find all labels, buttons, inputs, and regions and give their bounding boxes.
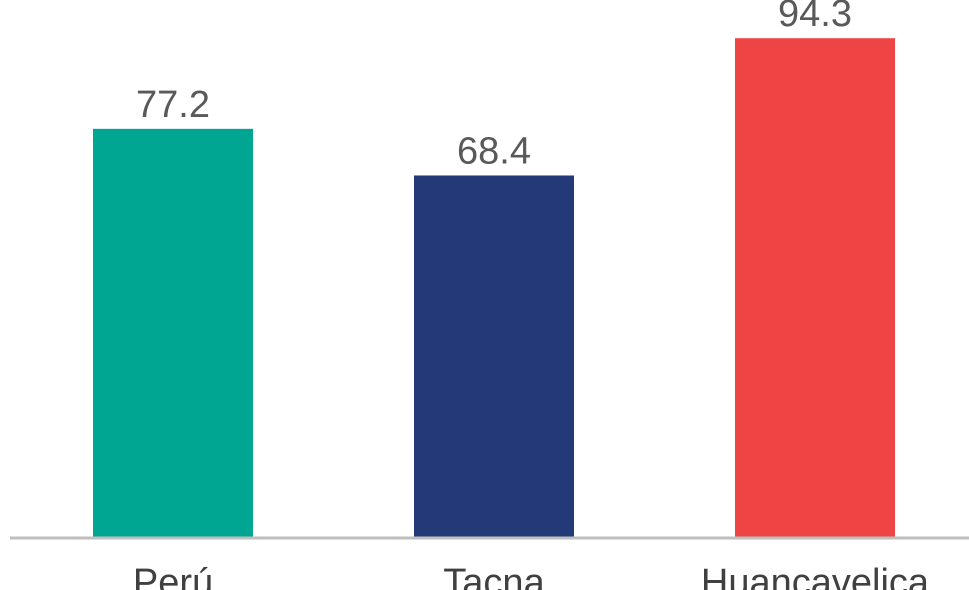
category-label-tacna: Tacna xyxy=(443,562,545,590)
category-labels-group: Perú Tacna Huancavelica xyxy=(133,562,930,590)
value-label-peru: 77.2 xyxy=(136,84,210,126)
category-label-peru: Perú xyxy=(133,562,213,590)
value-labels-group: 77.2 68.4 94.3 xyxy=(136,0,852,172)
value-label-huancavelica: 94.3 xyxy=(778,0,852,35)
bars-group xyxy=(93,38,895,539)
bar-peru xyxy=(93,128,253,538)
bar-huancavelica xyxy=(735,38,895,539)
value-label-tacna: 68.4 xyxy=(457,130,531,172)
category-label-huancavelica: Huancavelica xyxy=(701,562,930,590)
bar-tacna xyxy=(414,175,574,539)
